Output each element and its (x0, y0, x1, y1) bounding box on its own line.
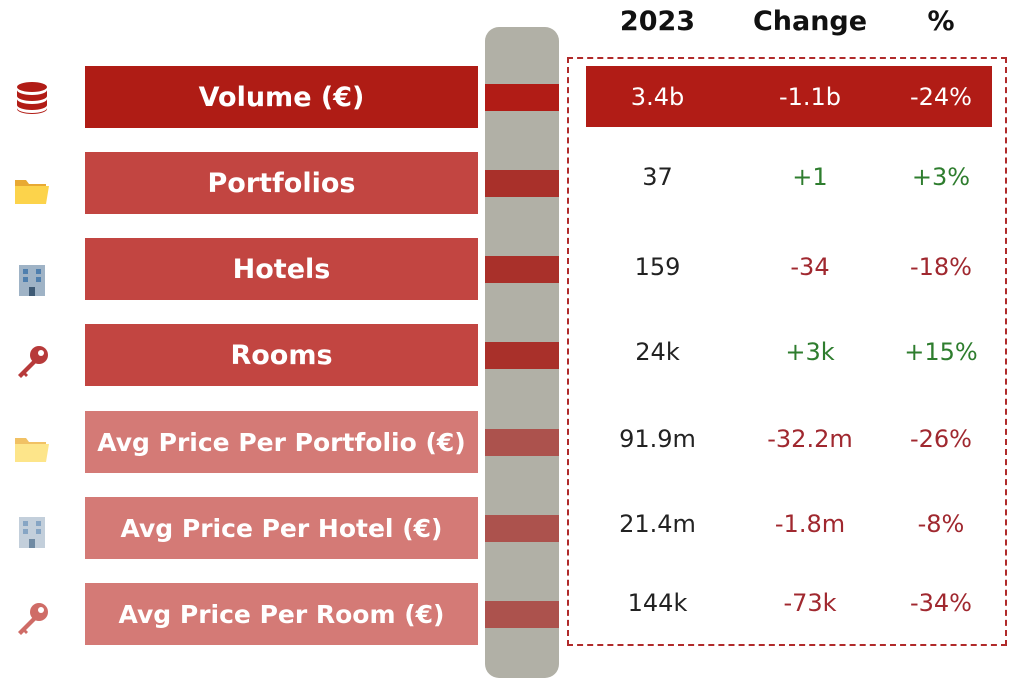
value-change: -1.1b (778, 83, 842, 111)
value-percent: +3% (911, 163, 971, 191)
track-marker (485, 601, 559, 628)
track-marker (485, 256, 559, 283)
key-icon (12, 343, 52, 383)
track-marker (485, 84, 559, 111)
column-header-2023: 2023 (619, 6, 696, 37)
folder-icon (12, 170, 52, 210)
value-percent: -8% (917, 510, 965, 538)
value-change: -1.8m (774, 510, 846, 538)
value-percent: +15% (904, 338, 978, 366)
value-percent: -26% (909, 425, 972, 453)
value-percent: -34% (909, 589, 972, 617)
key-icon (12, 600, 52, 640)
track-marker (485, 429, 559, 456)
value-2023: 144k (627, 589, 688, 617)
value-2023: 3.4b (630, 83, 685, 111)
value-change: -73k (783, 589, 837, 617)
value-2023: 91.9m (619, 425, 696, 453)
metric-label-avg-price-per-portfolio: Avg Price Per Portfolio (€) (85, 411, 478, 473)
value-percent: -18% (909, 253, 972, 281)
metric-label-avg-price-per-hotel: Avg Price Per Hotel (€) (85, 497, 478, 559)
track-marker (485, 515, 559, 542)
folder-icon (12, 428, 52, 468)
value-2023: 159 (634, 253, 681, 281)
metric-label-volume: Volume (€) (85, 66, 478, 128)
value-2023: 21.4m (619, 510, 696, 538)
hotel-building-icon (12, 512, 52, 552)
column-header-percent: % (927, 6, 955, 37)
track-marker (485, 342, 559, 369)
value-change: -34 (790, 253, 830, 281)
value-percent: -24% (909, 83, 972, 111)
column-header-change: Change (752, 6, 868, 37)
value-change: +3k (785, 338, 835, 366)
metric-label-portfolios: Portfolios (85, 152, 478, 214)
metric-label-hotels: Hotels (85, 238, 478, 300)
value-2023: 37 (642, 163, 673, 191)
metric-label-rooms: Rooms (85, 324, 478, 386)
highlighted-row (586, 66, 992, 127)
value-2023: 24k (635, 338, 680, 366)
metric-label-avg-price-per-room: Avg Price Per Room (€) (85, 583, 478, 645)
values-panel (567, 57, 1007, 646)
database-icon (12, 78, 52, 118)
hotel-building-icon (12, 260, 52, 300)
track-marker (485, 170, 559, 197)
value-change: -32.2m (767, 425, 853, 453)
value-change: +1 (792, 163, 828, 191)
